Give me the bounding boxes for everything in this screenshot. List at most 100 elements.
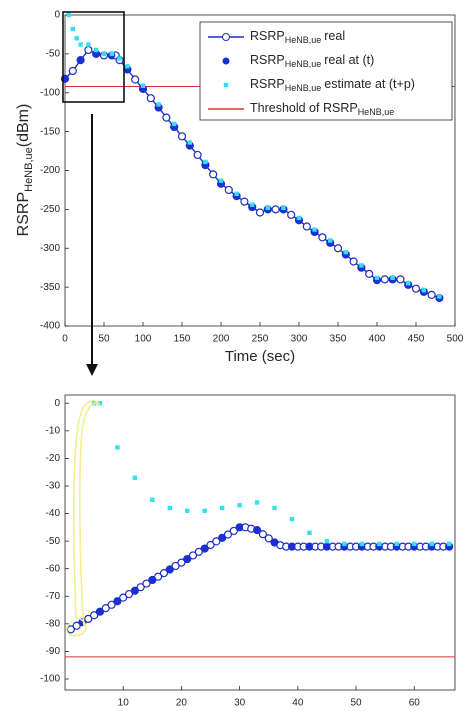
marker	[374, 275, 380, 280]
marker	[305, 543, 313, 551]
x-tick-label: 50	[350, 698, 362, 709]
marker	[113, 597, 121, 605]
legend-marker	[222, 57, 230, 65]
y-label-sub: HeNB,ue	[23, 147, 35, 192]
y-tick-label: -90	[46, 646, 61, 657]
x-tick-label: 10	[118, 698, 130, 709]
y-tick-label: -60	[46, 563, 61, 574]
x-tick-label: 0	[62, 334, 68, 345]
legend-label: Threshold of RSRPHeNB,ue	[250, 101, 394, 117]
marker	[187, 140, 192, 145]
marker	[255, 208, 265, 217]
y-tick-label: -250	[40, 204, 60, 215]
marker	[258, 530, 268, 539]
y-tick-label: -70	[46, 591, 61, 602]
legend-suffix: real at (t)	[324, 53, 374, 67]
y-tick-label: -300	[40, 243, 60, 254]
marker	[380, 275, 389, 284]
marker	[159, 569, 169, 578]
legend-label: RSRPHeNB,ue real at (t)	[250, 53, 374, 69]
marker	[236, 523, 244, 531]
marker	[333, 244, 343, 253]
marker	[136, 583, 145, 592]
marker	[253, 526, 261, 534]
marker	[237, 503, 242, 508]
marker	[324, 538, 330, 544]
marker	[131, 75, 140, 84]
marker	[177, 132, 187, 141]
x-tick-label: 300	[291, 334, 308, 345]
marker	[77, 56, 85, 64]
marker	[107, 600, 116, 609]
legend-name: RSRP	[250, 53, 285, 67]
marker	[437, 294, 442, 299]
marker	[323, 543, 331, 551]
marker	[109, 51, 114, 57]
marker	[115, 445, 120, 450]
x-axis-label: Time (sec)	[225, 348, 295, 365]
marker	[167, 505, 172, 511]
marker	[359, 263, 364, 268]
marker	[119, 593, 128, 602]
x-tick-label: 250	[252, 334, 269, 345]
marker	[183, 555, 191, 563]
legend-name: Threshold of RSRP	[250, 101, 358, 115]
marker	[240, 197, 249, 206]
marker	[90, 611, 99, 620]
marker	[166, 566, 174, 574]
legend-label: RSRPHeNB,ue real	[250, 29, 345, 45]
marker	[74, 36, 79, 41]
x-tick-label: 20	[176, 698, 188, 709]
marker	[343, 249, 348, 255]
marker	[209, 170, 218, 179]
marker	[146, 94, 155, 103]
marker	[412, 541, 417, 547]
marker	[219, 505, 225, 511]
y-tick-label: 0	[54, 398, 60, 409]
y-label-unit: (dBm)	[15, 104, 32, 148]
marker	[203, 159, 208, 165]
legend-sub: HeNB,ue	[358, 107, 395, 117]
marker	[154, 572, 163, 581]
marker	[429, 541, 434, 547]
x-tick-label: 450	[408, 334, 425, 345]
marker	[377, 541, 382, 547]
y-tick-label: -40	[46, 508, 61, 519]
legend-name: RSRP	[250, 29, 285, 43]
marker	[289, 516, 295, 522]
marker	[254, 500, 260, 505]
marker	[307, 530, 312, 536]
y-tick-label: -200	[40, 165, 60, 176]
marker	[193, 150, 202, 160]
x-tick-label: 400	[369, 334, 386, 345]
y-tick-label: -400	[40, 321, 60, 332]
zoom-box	[62, 11, 125, 103]
marker	[84, 614, 93, 623]
marker	[212, 537, 221, 546]
marker	[365, 269, 374, 279]
marker	[427, 290, 436, 299]
y-tick-label: -100	[40, 674, 60, 685]
marker	[264, 534, 273, 543]
marker	[202, 508, 207, 513]
marker	[131, 587, 139, 595]
marker	[96, 608, 104, 616]
marker	[394, 541, 399, 547]
x-tick-label: 40	[292, 698, 304, 709]
plot-area	[64, 394, 456, 691]
legend-sub: HeNB,ue	[285, 83, 322, 93]
marker	[125, 64, 130, 69]
zoom-arrowhead	[86, 364, 98, 376]
marker	[250, 202, 255, 207]
legend-box	[199, 21, 453, 121]
marker	[66, 12, 72, 18]
marker	[172, 121, 177, 127]
y-tick-label: -50	[46, 49, 61, 60]
marker	[188, 551, 198, 560]
marker	[206, 540, 215, 550]
legend-name: RSRP	[250, 77, 285, 91]
marker	[281, 205, 286, 211]
marker	[296, 215, 302, 221]
y-tick-label: -150	[40, 126, 60, 137]
